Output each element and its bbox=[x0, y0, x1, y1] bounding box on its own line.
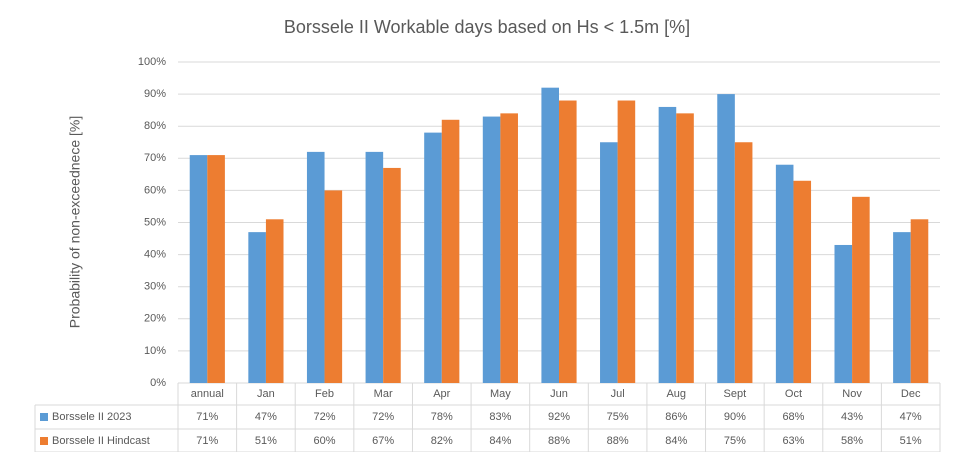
x-tick-label: Aug bbox=[666, 388, 686, 400]
x-tick-label: Mar bbox=[374, 388, 393, 400]
y-tick-label: 90% bbox=[144, 88, 166, 100]
bar bbox=[893, 232, 911, 383]
table-cell: 68% bbox=[782, 411, 804, 423]
x-tick-label: Jan bbox=[257, 388, 275, 400]
bar bbox=[365, 151, 384, 383]
table-cell: 75% bbox=[607, 411, 629, 423]
bar bbox=[482, 116, 501, 383]
table-cell: 71% bbox=[196, 435, 218, 447]
bar bbox=[834, 244, 853, 383]
bar bbox=[793, 180, 812, 383]
y-tick-label: 0% bbox=[150, 377, 166, 389]
bar bbox=[617, 100, 636, 384]
bar bbox=[383, 167, 401, 383]
table-cell: 71% bbox=[196, 411, 218, 423]
x-tick-label: annual bbox=[191, 388, 224, 400]
bar bbox=[910, 219, 929, 383]
bar bbox=[717, 94, 735, 383]
legend-label: Borssele II 2023 bbox=[52, 411, 132, 423]
y-tick-label: 70% bbox=[144, 152, 166, 164]
table-cell: 67% bbox=[372, 435, 394, 447]
y-tick-label: 50% bbox=[144, 216, 166, 228]
table-cell: 83% bbox=[489, 411, 511, 423]
y-tick-label: 100% bbox=[138, 56, 166, 68]
bar bbox=[852, 196, 870, 383]
bar bbox=[541, 87, 559, 384]
table-cell: 78% bbox=[431, 411, 453, 423]
bar bbox=[658, 106, 677, 383]
y-tick-label: 10% bbox=[144, 345, 166, 357]
y-tick-label: 60% bbox=[144, 184, 166, 196]
bar bbox=[600, 142, 618, 383]
table-cell: 86% bbox=[665, 411, 687, 423]
table-cell: 92% bbox=[548, 411, 570, 423]
bar bbox=[775, 164, 794, 383]
bar bbox=[306, 151, 325, 383]
legend-key bbox=[40, 413, 48, 421]
y-axis-label: Probability of non-exceednece [%] bbox=[67, 116, 83, 328]
x-tick-label: Jul bbox=[611, 388, 625, 400]
table-cell: 84% bbox=[489, 435, 511, 447]
x-tick-label: Nov bbox=[842, 388, 862, 400]
bar bbox=[207, 155, 225, 383]
table-cell: 47% bbox=[900, 411, 922, 423]
bar bbox=[324, 190, 343, 383]
table-cell: 75% bbox=[724, 435, 746, 447]
x-tick-label: Feb bbox=[315, 388, 334, 400]
x-tick-label: Sept bbox=[724, 388, 747, 400]
y-tick-label: 80% bbox=[144, 120, 166, 132]
bar bbox=[676, 113, 694, 384]
bar bbox=[248, 232, 266, 383]
x-tick-label: Jun bbox=[550, 388, 568, 400]
table-cell: 47% bbox=[255, 411, 277, 423]
table-cell: 51% bbox=[900, 435, 922, 447]
table-cell: 51% bbox=[255, 435, 277, 447]
bar bbox=[424, 132, 442, 383]
table-cell: 72% bbox=[372, 411, 394, 423]
bar bbox=[265, 219, 284, 383]
table-cell: 60% bbox=[314, 435, 336, 447]
x-tick-label: Dec bbox=[901, 388, 921, 400]
table-cell: 88% bbox=[548, 435, 570, 447]
table-cell: 43% bbox=[841, 411, 863, 423]
bar bbox=[734, 142, 753, 383]
table-cell: 72% bbox=[314, 411, 336, 423]
y-tick-label: 40% bbox=[144, 249, 166, 261]
chart-title: Borssele II Workable days based on Hs < … bbox=[284, 17, 690, 37]
bar bbox=[500, 113, 518, 384]
table-cell: 58% bbox=[841, 435, 863, 447]
table-cell: 82% bbox=[431, 435, 453, 447]
legend-key bbox=[40, 437, 48, 445]
bar bbox=[189, 155, 208, 383]
bar bbox=[441, 119, 460, 383]
x-tick-label: May bbox=[490, 388, 511, 400]
legend-label: Borssele II Hindcast bbox=[52, 435, 150, 447]
y-tick-label: 30% bbox=[144, 281, 166, 293]
x-tick-label: Apr bbox=[433, 388, 450, 400]
table-cell: 90% bbox=[724, 411, 746, 423]
table-cell: 84% bbox=[665, 435, 687, 447]
x-tick-label: Oct bbox=[785, 388, 802, 400]
y-tick-label: 20% bbox=[144, 313, 166, 325]
table-cell: 63% bbox=[782, 435, 804, 447]
bar bbox=[559, 100, 577, 384]
table-cell: 88% bbox=[607, 435, 629, 447]
